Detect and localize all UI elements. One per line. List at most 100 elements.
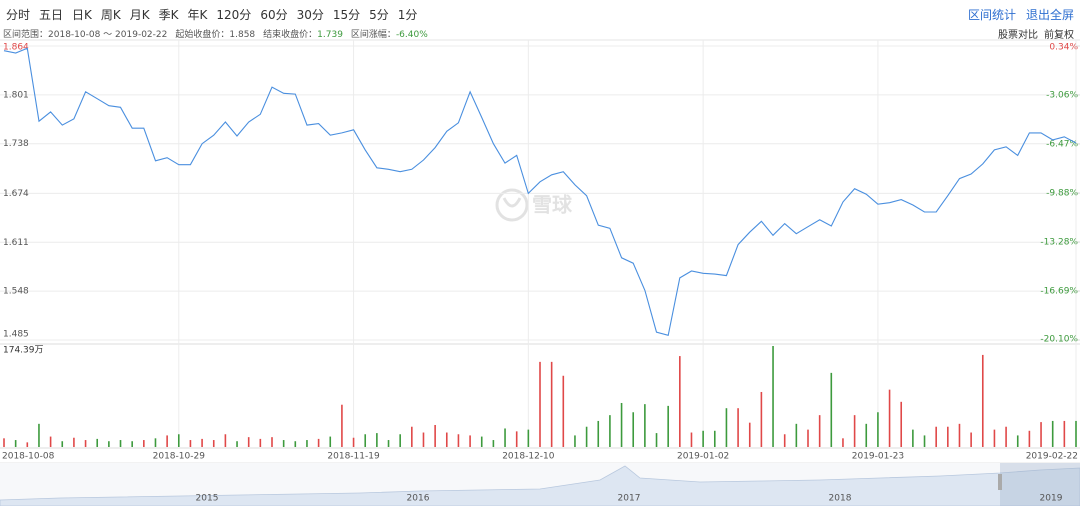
y2-tick-label: -13.28% [1040, 237, 1078, 247]
period-tab[interactable]: 120分 [216, 8, 252, 22]
volume-bar [947, 426, 949, 447]
summary-item: 区间涨幅：-6.40% [351, 30, 428, 40]
watermark-logo [502, 197, 522, 208]
volume-bar [1063, 420, 1066, 447]
period-tab[interactable]: 五日 [39, 8, 64, 22]
volume-bar [725, 408, 728, 447]
navigator-label: 2019 [1040, 494, 1063, 504]
volume-bar [387, 440, 390, 447]
y-tick-label: 1.801 [3, 90, 29, 100]
period-tab[interactable]: 1分 [397, 8, 418, 22]
volume-bar [341, 404, 343, 447]
volume-bar [620, 402, 623, 447]
volume-bar [212, 440, 215, 447]
volume-bar [970, 432, 972, 447]
period-tab[interactable]: 日K [72, 8, 92, 22]
volume-bar [935, 426, 937, 447]
toolbar-action[interactable]: 区间统计 [967, 8, 1016, 22]
toolbar: 分时 五日 日K 周K 月K 季K 年K 120分 60分 30分 15分 5分 1分 区间统计 退出全屏 [0, 0, 1080, 26]
volume-bar [26, 442, 29, 447]
navigator-area [0, 465, 1080, 506]
volume-bar [562, 375, 565, 447]
x-tick-label: 2019-01-02 [677, 452, 729, 462]
volume-bar [352, 437, 355, 447]
toolbar-action[interactable]: 退出全屏 [1025, 8, 1074, 22]
volume-bar [259, 438, 262, 447]
volume-bar [515, 431, 518, 447]
navigator-window[interactable] [1000, 463, 1080, 506]
volume-bar [329, 436, 332, 447]
volume-bar [38, 423, 40, 447]
volume-bar [282, 440, 285, 447]
y2-tick-label: -16.69% [1040, 286, 1078, 296]
volume-bar [900, 401, 903, 447]
period-tab[interactable]: 分时 [6, 8, 31, 22]
volume-bar [690, 432, 693, 447]
volume-bar [189, 440, 192, 447]
toolbar-actions: 区间统计 退出全屏 [958, 6, 1074, 23]
volume-bar [131, 441, 133, 447]
navigator-label: 2017 [618, 494, 641, 504]
y2-tick-label: 0.34% [1049, 43, 1078, 53]
volume-bar [877, 412, 879, 447]
period-tab[interactable]: 年K [187, 8, 208, 22]
y-tick-label: 1.611 [3, 238, 29, 248]
summary: 区间范围：2018-10-08 ～ 2019-02-22 起始收盘价：1.858 结… [3, 27, 436, 40]
volume-bar [830, 372, 833, 447]
volume-bar [422, 432, 425, 447]
volume-bar [539, 361, 541, 447]
volume-bar [108, 441, 110, 447]
volume-bar [317, 438, 320, 447]
volume-bar [445, 432, 448, 447]
volume-bar [457, 434, 460, 447]
volume-bar [865, 423, 868, 447]
volume-bar [737, 408, 739, 447]
navigator-handle[interactable] [998, 474, 1002, 490]
chart-options: 股票对比 前复权 [992, 26, 1074, 41]
volume-bar [795, 423, 798, 447]
summary-value: 1.858 [229, 30, 256, 40]
volume-bar [574, 435, 576, 447]
volume-bar [236, 441, 238, 447]
chart-option[interactable]: 前复权 [1044, 30, 1074, 41]
navigator-label: 2015 [196, 494, 219, 504]
volume-bar [888, 389, 891, 447]
period-tab[interactable]: 月K [129, 8, 150, 22]
volume-bar [1075, 420, 1077, 447]
volume-bar [609, 415, 611, 447]
volume-bar [807, 429, 809, 447]
volume-bar [923, 435, 926, 447]
volume-bar [480, 436, 483, 447]
y2-tick-label: -3.06% [1046, 90, 1078, 100]
y-tick-label: 1.738 [3, 139, 29, 149]
summary-label: 区间涨幅： [350, 30, 396, 40]
volume-bar [3, 438, 5, 447]
chart-option[interactable]: 股票对比 [998, 30, 1038, 41]
period-tab[interactable]: 15分 [332, 8, 361, 22]
volume-bar [399, 434, 401, 447]
volume-bar [364, 434, 367, 447]
period-tab[interactable]: 60分 [260, 8, 288, 22]
volume-bar [411, 426, 413, 447]
period-tab[interactable]: 周K [100, 8, 121, 22]
period-tab[interactable]: 5分 [369, 8, 389, 22]
volume-bar [376, 433, 378, 447]
summary-value: 2018-10-08 ～ 2019-02-22 [48, 30, 168, 40]
period-tab[interactable]: 季K [158, 8, 179, 22]
volume-bar [644, 404, 646, 447]
volume-tick-label: 174.39万 [3, 346, 44, 356]
period-tab[interactable]: 30分 [296, 8, 324, 22]
volume-bar [958, 423, 961, 447]
x-tick-label: 2019-02-22 [1026, 452, 1078, 462]
volume-bar [84, 440, 87, 447]
volume-bar [667, 405, 669, 447]
y2-tick-label: -20.10% [1040, 335, 1078, 345]
volume-bar [1028, 430, 1031, 447]
volume-bar [294, 441, 297, 447]
volume-bar [271, 437, 273, 447]
period-tabs: 分时 五日 日K 周K 月K 季K 年K 120分 60分 30分 15分 5分 1分 [6, 6, 426, 23]
volume-bar [224, 434, 227, 447]
volume-bar [993, 429, 996, 447]
summary-value: 1.739 [317, 30, 343, 40]
volume-bar [73, 437, 75, 447]
